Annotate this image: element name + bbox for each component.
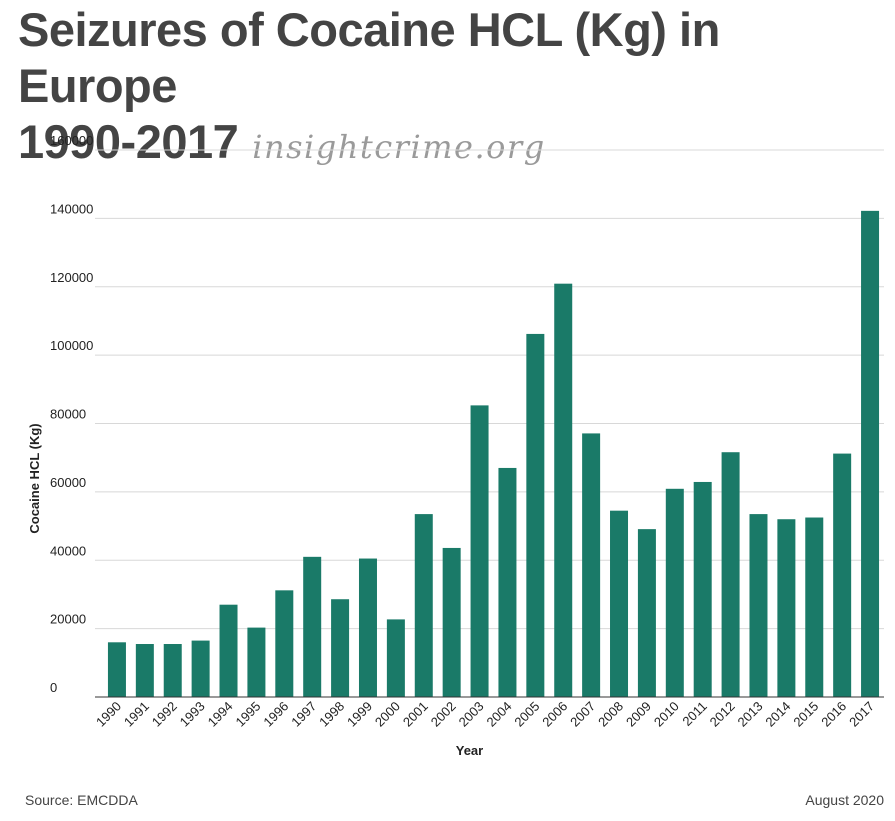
x-tick-label: 2017 <box>846 699 877 730</box>
title-line-1: Seizures of Cocaine HCL (Kg) in Europe <box>18 3 720 112</box>
bar-2012 <box>721 452 740 697</box>
x-tick-label: 2012 <box>707 699 738 730</box>
y-axis-title: Cocaine HCL (Kg) <box>27 423 42 533</box>
y-axis-ticks: 0 20000 40000 60000 80000 100000 120000 140000 1… <box>50 133 93 695</box>
source-note: Source: EMCDDA <box>25 792 138 808</box>
x-tick-label: 2007 <box>567 699 598 730</box>
x-tick-label: 1997 <box>288 699 319 730</box>
bar-1995 <box>247 627 266 697</box>
bar-1990 <box>107 642 126 697</box>
bar-2000 <box>386 619 405 697</box>
bar-1998 <box>331 599 350 697</box>
bar-2015 <box>805 517 824 697</box>
x-tick-label: 1991 <box>121 699 152 730</box>
bar-2011 <box>693 481 712 697</box>
x-axis-title: Year <box>456 743 483 758</box>
x-tick-label: 2002 <box>428 699 459 730</box>
bar-1991 <box>135 644 154 697</box>
x-tick-label: 1995 <box>232 699 263 730</box>
x-tick-label: 1990 <box>93 699 124 730</box>
x-tick-label: 1994 <box>205 699 236 730</box>
title-line-2: 1990-2017 <box>18 115 239 168</box>
x-tick-label: 1999 <box>344 699 375 730</box>
date-note: August 2020 <box>805 792 884 808</box>
x-tick-label: 2004 <box>484 699 515 730</box>
bar-2003 <box>470 405 489 697</box>
y-tick-label: 20000 <box>50 612 86 627</box>
x-tick-label: 1998 <box>316 699 347 730</box>
y-tick-label: 140000 <box>50 201 93 216</box>
bar-1994 <box>219 604 238 697</box>
x-tick-label: 1992 <box>149 699 180 730</box>
y-tick-label: 120000 <box>50 270 93 285</box>
y-tick-label: 60000 <box>50 475 86 490</box>
bar-2005 <box>526 333 545 697</box>
bar-2004 <box>498 467 517 697</box>
x-tick-label: 2014 <box>762 699 793 730</box>
bar-2016 <box>833 453 852 697</box>
bar-2009 <box>637 529 656 697</box>
x-tick-label: 2001 <box>400 699 431 730</box>
x-tick-label: 2009 <box>623 699 654 730</box>
x-tick-label: 2006 <box>539 699 570 730</box>
x-tick-label: 2016 <box>818 699 849 730</box>
bar-1997 <box>303 556 322 697</box>
bar-2008 <box>610 510 629 697</box>
x-tick-label: 2015 <box>790 699 821 730</box>
bar-2002 <box>442 547 461 697</box>
bar-2010 <box>665 488 684 697</box>
x-tick-label: 2010 <box>651 699 682 730</box>
bar-1999 <box>358 558 377 697</box>
x-tick-label: 2000 <box>372 699 403 730</box>
bar-2017 <box>861 210 880 697</box>
y-tick-label: 40000 <box>50 543 86 558</box>
bar-2006 <box>554 283 573 697</box>
x-tick-label: 2008 <box>595 699 626 730</box>
site-watermark: insightcrime.org <box>252 128 546 166</box>
y-tick-label: 80000 <box>50 407 86 422</box>
x-tick-label: 2005 <box>511 699 542 730</box>
bar-2007 <box>582 433 601 697</box>
bars <box>107 210 880 697</box>
x-axis-ticks: 1990199119921993199419951996199719981999… <box>93 699 877 730</box>
x-tick-label: 1993 <box>177 699 208 730</box>
bar-2014 <box>777 519 796 697</box>
bar-2013 <box>749 514 768 697</box>
bar-chart: 0 20000 40000 60000 80000 100000 120000 140000 1… <box>27 133 884 758</box>
y-tick-label: 160000 <box>50 133 93 148</box>
x-tick-label: 2011 <box>679 699 709 729</box>
bar-1993 <box>191 640 210 697</box>
bar-1996 <box>275 590 294 697</box>
x-tick-label: 2013 <box>735 699 766 730</box>
bar-1992 <box>163 644 182 697</box>
bar-2001 <box>414 514 433 697</box>
y-tick-label: 100000 <box>50 338 93 353</box>
chart-title: Seizures of Cocaine HCL (Kg) in Europe 1… <box>18 2 888 175</box>
y-tick-label: 0 <box>50 680 57 695</box>
x-tick-label: 2003 <box>456 699 487 730</box>
x-tick-label: 1996 <box>260 699 291 730</box>
